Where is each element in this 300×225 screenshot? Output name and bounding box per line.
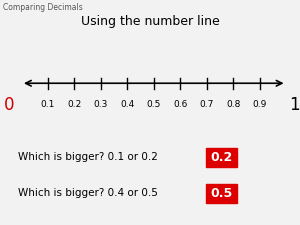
Text: 0.5: 0.5 xyxy=(210,187,233,200)
Text: 1: 1 xyxy=(289,96,299,114)
FancyBboxPatch shape xyxy=(206,184,237,203)
Text: Using the number line: Using the number line xyxy=(81,15,219,28)
Text: 0.2: 0.2 xyxy=(210,151,233,164)
Text: 0.5: 0.5 xyxy=(147,100,161,109)
Text: 0.3: 0.3 xyxy=(94,100,108,109)
Text: Comparing Decimals: Comparing Decimals xyxy=(3,3,83,12)
Text: 0.7: 0.7 xyxy=(200,100,214,109)
Text: 0.8: 0.8 xyxy=(226,100,241,109)
Text: 0: 0 xyxy=(4,96,14,114)
Text: Which is bigger? 0.1 or 0.2: Which is bigger? 0.1 or 0.2 xyxy=(18,153,158,162)
Text: 0.1: 0.1 xyxy=(40,100,55,109)
FancyBboxPatch shape xyxy=(206,148,237,167)
Text: 0.9: 0.9 xyxy=(253,100,267,109)
Text: 0.4: 0.4 xyxy=(120,100,134,109)
Text: 0.6: 0.6 xyxy=(173,100,188,109)
Text: 0.2: 0.2 xyxy=(67,100,81,109)
Text: Which is bigger? 0.4 or 0.5: Which is bigger? 0.4 or 0.5 xyxy=(18,189,158,198)
